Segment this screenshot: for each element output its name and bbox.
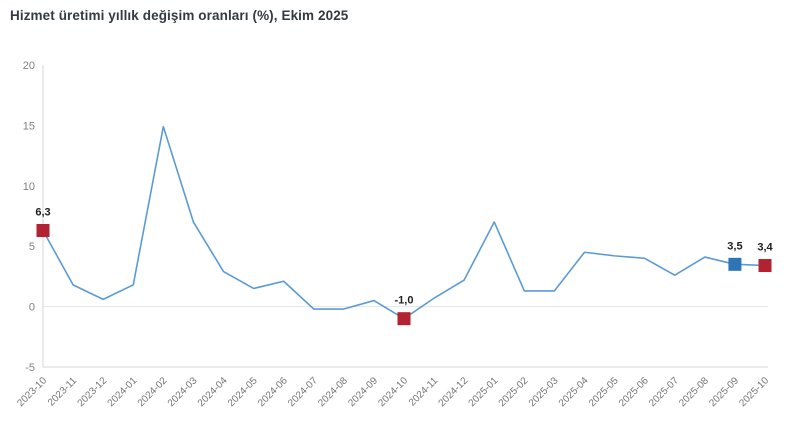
x-axis-tick-label: 2024-09 <box>346 375 380 409</box>
x-axis-tick-label: 2025-08 <box>677 375 711 409</box>
x-axis-tick-label: 2024-03 <box>166 375 200 409</box>
data-point-marker <box>36 223 50 237</box>
y-axis-tick-label: -5 <box>25 362 35 374</box>
x-axis-tick-label: 2024-11 <box>407 375 441 409</box>
data-point-marker <box>758 259 772 273</box>
data-point-value-label: 3,4 <box>757 242 773 254</box>
x-axis-tick-label: 2025-02 <box>497 375 531 409</box>
x-axis-tick-label: 2023-11 <box>46 375 80 409</box>
x-axis-tick-label: 2025-06 <box>617 375 651 409</box>
x-axis-tick-label: 2025-10 <box>737 375 771 409</box>
x-axis-tick-label: 2024-05 <box>226 375 260 409</box>
x-axis-tick-label: 2024-02 <box>136 375 170 409</box>
data-point-marker <box>728 257 742 271</box>
x-axis-tick-label: 2024-06 <box>256 375 290 409</box>
x-axis-tick-label: 2024-12 <box>437 375 471 409</box>
x-axis-tick-label: 2024-04 <box>196 375 230 409</box>
chart-title: Hizmet üretimi yıllık değişim oranları (… <box>10 8 349 23</box>
x-axis-tick-label: 2025-05 <box>587 375 621 409</box>
x-axis-tick-label: 2025-01 <box>467 375 501 409</box>
data-point-value-label: 6,3 <box>35 206 50 218</box>
data-line-series <box>42 125 766 320</box>
data-point-value-label: 3,5 <box>727 240 742 252</box>
x-axis-tick-label: 2025-09 <box>707 375 741 409</box>
y-axis-tick-label: 15 <box>23 120 35 132</box>
x-axis-tick-label: 2023-12 <box>76 375 110 409</box>
x-axis-tick-label: 2024-10 <box>376 375 410 409</box>
x-axis-tick-label: 2025-03 <box>527 375 561 409</box>
x-axis-tick-label: 2024-08 <box>316 375 350 409</box>
y-axis-tick-label: 5 <box>29 241 35 253</box>
x-axis-tick-label: 2025-07 <box>647 375 681 409</box>
x-axis-tick-label: 2025-04 <box>557 375 591 409</box>
data-point-marker <box>397 312 411 326</box>
x-axis-tick-label: 2023-10 <box>15 375 49 409</box>
y-axis-tick-label: 0 <box>29 302 35 314</box>
x-axis-tick-label: 2024-01 <box>106 375 140 409</box>
data-point-value-label: -1,0 <box>395 295 414 307</box>
x-axis-tick-label: 2024-07 <box>286 375 320 409</box>
y-axis-tick-label: 20 <box>23 60 35 72</box>
y-axis-tick-label: 10 <box>23 181 35 193</box>
